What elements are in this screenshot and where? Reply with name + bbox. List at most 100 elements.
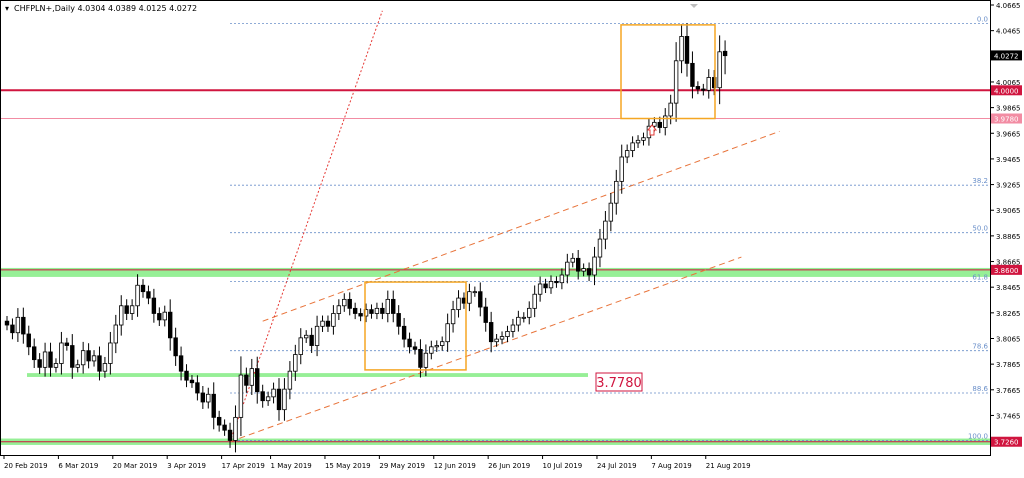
candle-body[interactable] [287,370,293,390]
candle-body[interactable] [450,309,456,325]
candle-body[interactable] [320,320,325,327]
candle-body[interactable] [722,50,728,57]
candle-body[interactable] [391,298,396,314]
candle-body[interactable] [227,429,233,441]
candle-body[interactable] [537,283,543,295]
candle-body[interactable] [91,355,97,362]
candle-body[interactable] [184,370,189,381]
candle-body[interactable] [238,374,244,418]
candle-body[interactable] [684,36,690,64]
candle-body[interactable] [494,338,499,343]
candle-body[interactable] [37,359,42,368]
chart-shift-marker[interactable] [690,4,698,8]
candle-body[interactable] [64,342,70,346]
candle-body[interactable] [135,284,140,307]
candle-body[interactable] [146,291,151,299]
candle-body[interactable] [86,350,91,362]
candle-body[interactable] [423,352,429,368]
candle-body[interactable] [42,351,48,368]
candle-body[interactable] [331,313,336,327]
candle-body[interactable] [195,382,200,394]
candle-body[interactable] [505,331,510,337]
candle-body[interactable] [527,307,532,318]
candle-body[interactable] [26,333,31,348]
candle-body[interactable] [548,281,554,289]
candle-body[interactable] [657,121,662,128]
candle-body[interactable] [178,355,184,372]
candle-body[interactable] [461,297,467,304]
candle-body[interactable] [347,298,352,309]
candle-body[interactable] [15,316,21,334]
candle-body[interactable] [701,88,706,91]
candle-body[interactable] [467,291,472,304]
candle-body[interactable] [592,256,597,276]
candle-body[interactable] [521,316,526,319]
candle-body[interactable] [70,345,75,368]
candle-body[interactable] [265,396,271,402]
candle-body[interactable] [255,368,260,393]
candle-body[interactable] [652,121,657,127]
candle-body[interactable] [483,306,488,323]
candle-body[interactable] [222,424,227,431]
candle-body[interactable] [53,363,59,368]
candle-body[interactable] [434,345,439,348]
candle-body[interactable] [630,142,635,151]
candle-body[interactable] [396,313,401,327]
candle-body[interactable] [363,309,369,317]
candle-body[interactable] [559,274,565,284]
candle-body[interactable] [342,298,347,307]
candle-body[interactable] [293,354,298,372]
candle-body[interactable] [352,307,358,314]
candle-body[interactable] [206,393,211,403]
candle-body[interactable] [717,51,722,89]
candle-body[interactable] [216,416,222,426]
candle-body[interactable] [113,324,118,344]
candle-body[interactable] [102,363,108,372]
candle-body[interactable] [276,388,282,411]
candle-body[interactable] [129,305,135,314]
candle-body[interactable] [624,150,630,158]
candle-body[interactable] [586,268,592,276]
candle-body[interactable] [249,368,254,386]
candle-body[interactable] [603,220,608,240]
candle-body[interactable] [189,379,195,384]
candle-body[interactable] [641,137,646,141]
candle-body[interactable] [358,313,363,317]
candle-body[interactable] [412,346,418,350]
candle-body[interactable] [282,388,287,411]
candle-body[interactable] [59,342,64,364]
candle-body[interactable] [97,355,102,372]
candle-body[interactable] [10,324,15,334]
candle-body[interactable] [271,388,276,398]
candle-body[interactable] [673,60,679,104]
candle-body[interactable] [21,316,26,335]
candle-body[interactable] [244,374,249,386]
candle-body[interactable] [167,311,173,339]
candle-body[interactable] [385,298,390,314]
candle-body[interactable] [336,305,342,314]
candle-body[interactable] [510,324,516,332]
candle-body[interactable] [532,293,537,309]
candle-body[interactable] [80,350,86,366]
candle-body[interactable] [690,62,695,87]
candle-body[interactable] [314,325,320,346]
candle-body[interactable] [407,338,412,348]
candle-body[interactable] [706,77,711,91]
candle-body[interactable] [608,202,614,222]
candle-body[interactable] [369,309,374,314]
candle-body[interactable] [173,337,178,357]
candle-body[interactable] [303,334,309,339]
candle-body[interactable] [309,334,314,346]
candle-body[interactable] [75,364,80,368]
candle-body[interactable] [325,320,331,327]
candle-body[interactable] [488,322,494,343]
candle-body[interactable] [401,325,407,340]
candle-body[interactable] [298,337,303,355]
candle-body[interactable] [597,238,603,258]
candle-body[interactable] [472,291,478,294]
candle-body[interactable] [581,268,586,272]
candle-body[interactable] [439,341,445,346]
candle-body[interactable] [48,351,53,368]
candle-body[interactable] [211,393,216,418]
